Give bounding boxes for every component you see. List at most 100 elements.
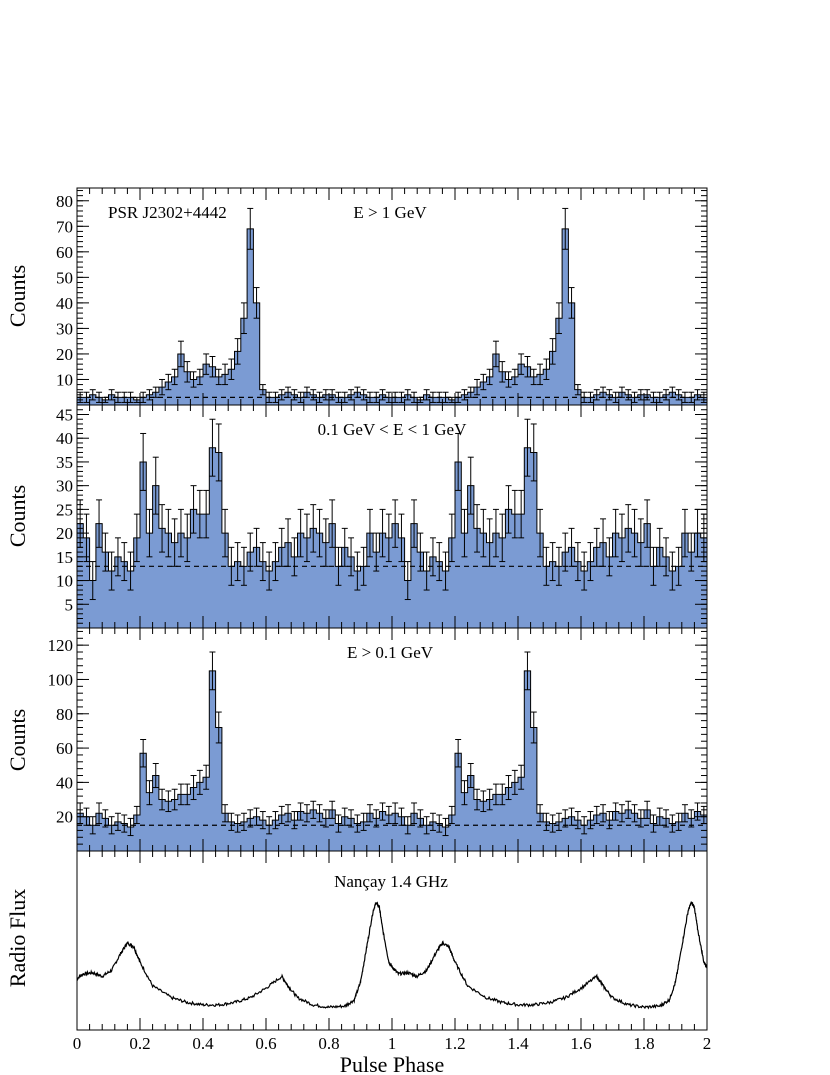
error-bar — [581, 551, 588, 591]
y-tick-label: 15 — [56, 548, 73, 567]
error-bar — [537, 363, 544, 386]
error-bar — [291, 389, 298, 401]
error-bar — [366, 804, 373, 823]
error-bar — [511, 368, 518, 386]
error-bar — [518, 764, 525, 790]
error-bar — [165, 508, 172, 558]
error-bar — [499, 361, 506, 383]
y-tick-label: 40 — [56, 294, 73, 313]
error-bar — [190, 371, 197, 388]
error-bar — [215, 368, 222, 386]
error-bar — [681, 804, 688, 823]
error-bar — [234, 338, 241, 365]
error-bar — [663, 537, 670, 577]
y-tick-label: 60 — [56, 243, 73, 262]
histogram-fill — [76, 447, 708, 629]
y-tick-label: 40 — [56, 773, 73, 792]
x-axis-title: Pulse Phase — [340, 1052, 445, 1075]
error-bar — [96, 499, 103, 548]
error-bar — [644, 499, 651, 548]
error-bar — [499, 513, 506, 563]
error-bar — [152, 456, 159, 515]
error-bar — [360, 389, 367, 401]
y-axis-title: Counts — [5, 485, 30, 547]
error-bar — [165, 373, 172, 391]
error-bar — [329, 499, 336, 548]
error-bar — [518, 489, 525, 539]
error-bar — [310, 389, 317, 401]
error-bar — [486, 788, 493, 811]
y-tick-label: 30 — [56, 319, 73, 338]
error-bar — [675, 546, 682, 586]
y-axis-title: Radio Flux — [5, 889, 30, 987]
error-bar — [215, 711, 222, 744]
error-bar — [423, 551, 430, 591]
error-bar — [524, 355, 531, 378]
x-tick-label: 0.8 — [318, 1034, 339, 1053]
y-tick-label: 5 — [65, 595, 74, 614]
error-bar — [474, 378, 481, 396]
error-bar — [625, 504, 632, 553]
error-bar — [492, 340, 499, 368]
error-bar — [461, 780, 468, 806]
error-bar — [499, 783, 506, 806]
x-tick-label: 0.6 — [255, 1034, 276, 1053]
error-bar — [606, 537, 613, 577]
error-bar — [663, 809, 670, 828]
error-bar — [303, 513, 310, 563]
error-bar — [549, 338, 556, 365]
error-bar — [663, 389, 670, 401]
error-bar — [429, 537, 436, 577]
error-bar — [700, 391, 707, 403]
error-bar — [108, 551, 115, 591]
y-tick-label: 40 — [56, 429, 73, 448]
error-bar — [310, 800, 317, 819]
panel-3 — [76, 627, 708, 852]
error-bar — [140, 739, 147, 768]
error-bar — [385, 513, 392, 563]
error-bar — [631, 508, 638, 558]
error-bar — [228, 358, 235, 380]
error-bar — [316, 391, 323, 403]
error-bar — [650, 814, 657, 833]
error-bar — [505, 775, 512, 801]
radio-band-label: Nançay 1.4 GHz — [334, 872, 448, 891]
histogram-fill — [76, 670, 708, 852]
error-bar — [442, 817, 449, 837]
error-bar — [159, 788, 166, 811]
error-bar — [203, 764, 210, 790]
error-bar — [171, 368, 178, 386]
error-bar — [310, 504, 317, 553]
error-bar — [587, 542, 594, 582]
y-tick-label: 10 — [56, 370, 73, 389]
error-bar — [593, 389, 600, 401]
error-bar — [222, 363, 229, 386]
error-bar — [625, 800, 632, 819]
error-bar — [209, 651, 216, 691]
error-bar — [102, 532, 109, 572]
error-bar — [322, 389, 329, 401]
error-bar — [480, 373, 487, 391]
error-bar — [203, 489, 210, 539]
error-bar — [688, 532, 695, 572]
error-bar — [133, 805, 140, 825]
error-bar — [222, 508, 229, 558]
error-bar — [480, 790, 487, 813]
error-bar — [455, 432, 462, 491]
error-bar — [675, 389, 682, 401]
error-bar — [392, 802, 399, 825]
y-tick-label: 45 — [56, 405, 73, 424]
error-bar — [669, 814, 676, 833]
error-bar — [474, 788, 481, 811]
error-bar — [373, 809, 380, 828]
error-bar — [524, 651, 531, 691]
y-tick-label: 20 — [56, 808, 73, 827]
error-bar — [83, 513, 90, 563]
error-bar — [593, 805, 600, 825]
error-bar — [96, 802, 103, 825]
error-bar — [114, 812, 121, 831]
error-bar — [505, 485, 512, 534]
error-bar — [278, 805, 285, 825]
error-bar — [203, 353, 210, 375]
